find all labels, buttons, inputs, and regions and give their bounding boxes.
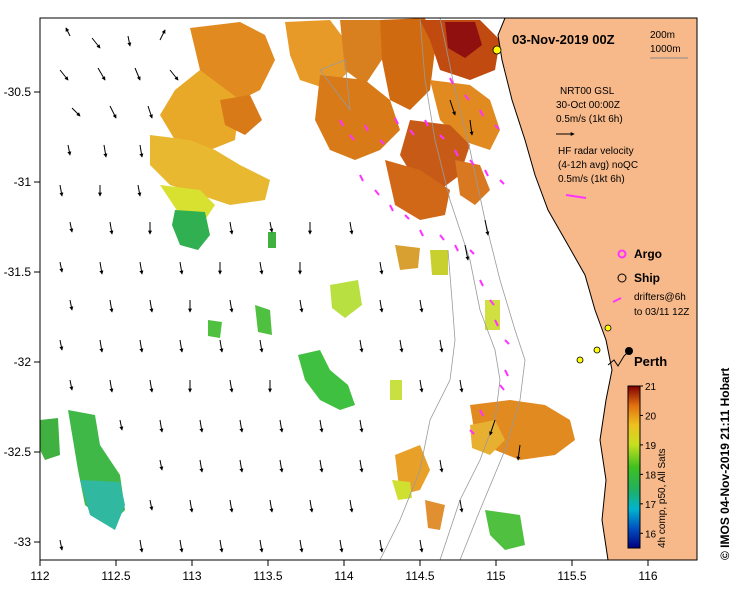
depth-legend: 200m 1000m	[650, 30, 688, 59]
y-tick-label: -31	[14, 175, 32, 189]
nrt-legend: NRT00 GSL 30-Oct 00:00Z 0.5m/s (1kt 6h)	[556, 86, 623, 136]
colorbar-tick-label: 20	[645, 411, 657, 422]
y-tick-label: -31.5	[4, 265, 32, 279]
current-vectors	[59, 27, 521, 553]
y-axis-labels: -30.5 -31 -31.5 -32 -32.5 -33	[4, 85, 32, 549]
symbol-legend: Argo Ship drifters@6h to 03/11 12Z	[612, 247, 689, 318]
drifters-label-line1: drifters@6h	[634, 292, 686, 303]
x-tick-label: 112	[30, 569, 49, 583]
nrt-legend-line3: 0.5m/s (1kt 6h)	[556, 114, 623, 125]
x-tick-label: 115	[486, 569, 505, 583]
hf-scale-arrow	[565, 194, 587, 199]
x-tick-label: 114.5	[405, 569, 434, 583]
perth-marker: Perth	[607, 347, 667, 369]
hf-legend: HF radar velocity (4-12h avg) noQC 0.5m/…	[558, 146, 638, 199]
colorbar-label: 4h comp, p50, All Sats	[657, 448, 668, 548]
colorbar-gradient	[627, 385, 641, 549]
argo-symbol	[617, 249, 627, 259]
drifter-symbol	[612, 297, 622, 303]
sst-patches	[40, 18, 575, 550]
y-tick-label: -32	[14, 355, 32, 369]
x-tick-label: 115.5	[557, 569, 586, 583]
map-title: 03-Nov-2019 00Z	[512, 32, 615, 47]
colorbar-ticks: 21 20 19 18 17 16	[640, 382, 657, 540]
ship-label: Ship	[634, 271, 660, 285]
bathymetry-contours	[319, 18, 526, 560]
axis-ticks	[34, 91, 649, 566]
colorbar-tick-label: 18	[645, 470, 657, 481]
credit-text: © IMOS 04-Nov-2019 21:11 Hobart	[718, 368, 732, 560]
plot-frame	[39, 17, 698, 561]
hf-legend-line3: 0.5m/s (1kt 6h)	[558, 174, 625, 185]
perth-label: Perth	[634, 354, 667, 369]
y-tick-label: -32.5	[4, 445, 32, 459]
drifters-label-line2: to 03/11 12Z	[634, 307, 689, 318]
x-tick-label: 114	[334, 569, 353, 583]
y-tick-label: -33	[14, 535, 32, 549]
x-tick-label: 113	[182, 569, 201, 583]
depth-200m-label: 200m	[650, 30, 675, 41]
sst-colorbar: 21 20 19 18 17 16 4h comp, p50, All Sats	[627, 382, 668, 549]
y-tick-label: -30.5	[4, 85, 32, 99]
hf-legend-line1: HF radar velocity	[558, 146, 634, 157]
depth-1000m-label: 1000m	[650, 44, 681, 55]
nrt-legend-line2: 30-Oct 00:00Z	[556, 100, 620, 111]
x-tick-label: 113.5	[253, 569, 282, 583]
land-mass	[497, 18, 697, 560]
x-tick-label: 112.5	[101, 569, 130, 583]
x-axis-labels: 112 112.5 113 113.5 114 114.5 115 115.5 …	[30, 569, 657, 583]
nrt-legend-line1: NRT00 GSL	[560, 86, 615, 97]
x-tick-label: 116	[638, 569, 657, 583]
ship-symbol	[617, 273, 627, 283]
argo-label: Argo	[634, 247, 662, 261]
colorbar-tick-label: 16	[645, 529, 657, 540]
drifter-tracks	[339, 77, 510, 435]
hf-legend-line2: (4-12h avg) noQC	[558, 160, 638, 171]
colorbar-tick-label: 19	[645, 441, 657, 452]
colorbar-tick-label: 21	[645, 382, 657, 393]
colorbar-tick-label: 17	[645, 500, 657, 511]
